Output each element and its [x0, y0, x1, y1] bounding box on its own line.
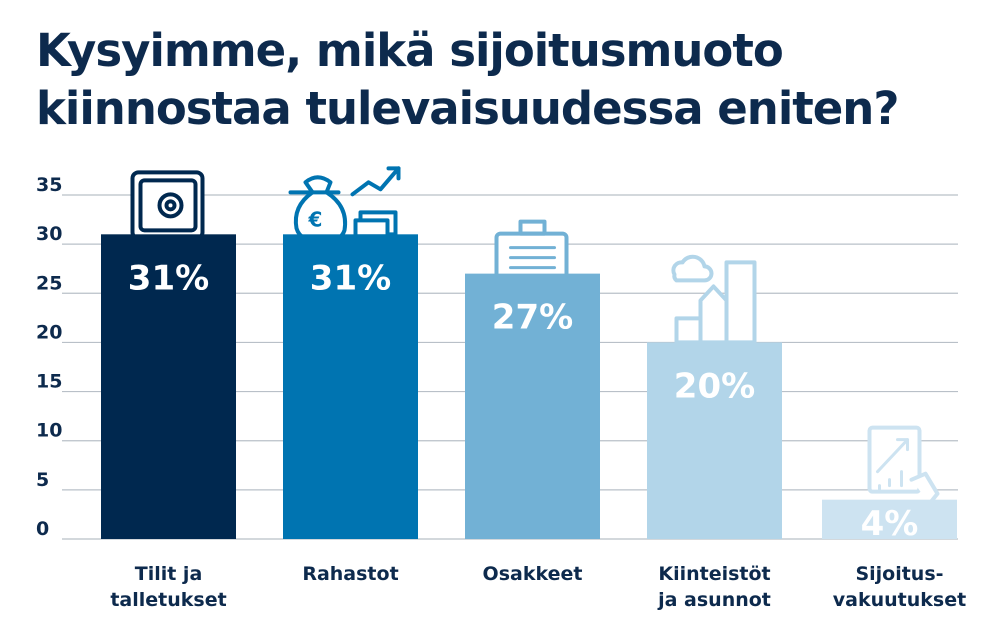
bar: [822, 499, 957, 539]
tablet-chart-icon: [867, 425, 940, 506]
y-tick-label: 20: [36, 321, 62, 343]
bar: [101, 234, 236, 540]
y-tick-label: 25: [36, 272, 62, 294]
category-label: Osakkeet: [483, 563, 583, 585]
title-line-2: kiinnostaa tulevaisuudessa eniten?: [36, 82, 899, 135]
bar: [465, 273, 600, 539]
y-tick-label: 35: [36, 174, 62, 196]
category-label: vakuutukset: [833, 589, 966, 611]
buildings-icon: [671, 254, 757, 345]
svg-text:€: €: [308, 207, 323, 231]
chart-title: Kysyimme, mikä sijoitusmuoto kiinnostaa …: [36, 22, 899, 138]
category-label: Kiinteistöt: [658, 563, 770, 585]
category-label: ja asunnot: [657, 589, 771, 611]
bar: [647, 342, 782, 539]
bar-value-label: 20%: [674, 366, 755, 406]
bar-value-label: 27%: [492, 298, 573, 338]
category-label: talletukset: [110, 589, 226, 611]
y-tick-label: 15: [36, 371, 62, 393]
bar-value-label: 31%: [310, 258, 391, 298]
money-bag-euro-icon: €: [288, 166, 401, 245]
category-label: Rahastot: [302, 563, 398, 585]
bar-value-label: 4%: [861, 504, 919, 544]
y-tick-label: 5: [36, 469, 49, 491]
y-tick-label: 30: [36, 223, 62, 245]
safe-icon: [130, 170, 205, 241]
category-label: Tilit ja: [135, 563, 203, 585]
y-tick-label: 10: [36, 420, 62, 442]
briefcase-icon: [494, 219, 569, 282]
bar-value-label: 31%: [128, 258, 209, 298]
bar: [283, 234, 418, 540]
category-label: Sijoitus-: [855, 563, 943, 585]
title-line-1: Kysyimme, mikä sijoitusmuoto: [36, 24, 784, 77]
y-tick-label: 0: [36, 518, 49, 540]
